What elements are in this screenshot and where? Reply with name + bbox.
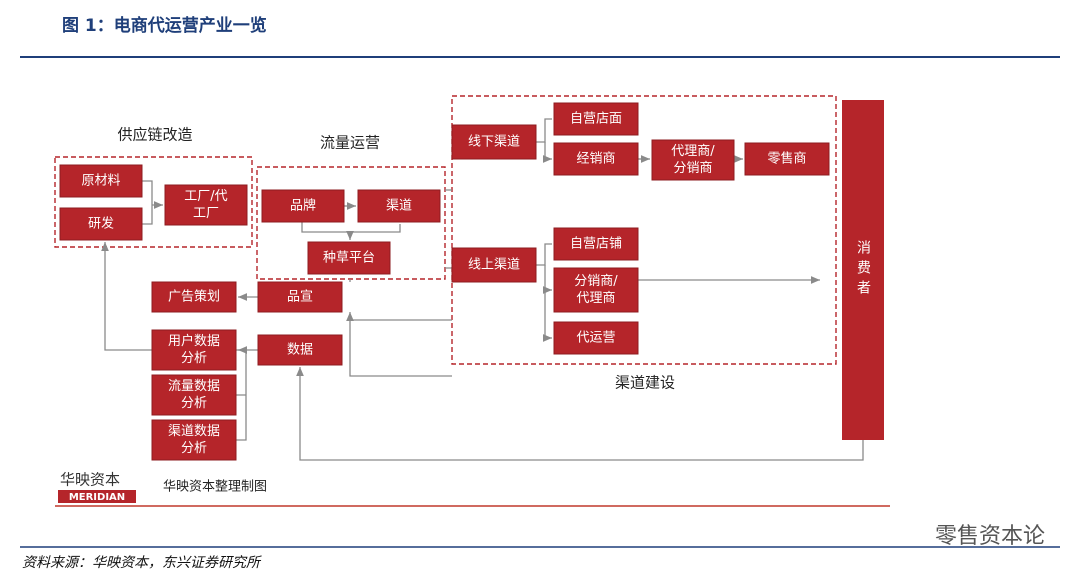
node-label: 线下渠道 — [468, 135, 520, 150]
node-label: 经销商 — [576, 152, 615, 167]
node-label: 渠道 — [386, 199, 412, 214]
group-label: 渠道建设 — [615, 374, 675, 392]
node-label: 代运营 — [576, 331, 615, 346]
node-box — [744, 142, 830, 176]
group-frame — [54, 156, 253, 248]
node-label: 品牌 — [290, 198, 316, 214]
node-box — [151, 419, 237, 461]
group-label: 供应链改造 — [117, 126, 192, 144]
node-label: 自营店面 — [570, 112, 622, 127]
node-box — [553, 267, 639, 313]
node-box — [651, 139, 735, 181]
watermark: 零售资本论 — [935, 524, 1045, 549]
node-box — [451, 124, 537, 160]
node-box — [451, 247, 537, 283]
logo-band — [58, 490, 136, 503]
node-box — [151, 281, 237, 313]
group-frame — [256, 166, 446, 280]
node-box — [59, 207, 143, 241]
node-label: 研发 — [88, 216, 114, 232]
node-label: 自营店铺 — [570, 237, 622, 252]
connectors — [101, 118, 864, 461]
node-label: 分析 — [181, 396, 207, 411]
node-box — [257, 281, 343, 313]
node-label: 分销商/ — [574, 274, 618, 289]
node-box — [553, 142, 639, 176]
node-label: 种草平台 — [323, 251, 375, 266]
node-box — [261, 189, 345, 223]
node-label: 工厂/代 — [184, 189, 227, 204]
node-box — [257, 334, 343, 366]
node-label: 分析 — [181, 441, 207, 456]
consumer-box — [842, 100, 884, 440]
header-title: 图 1：电商代运营产业一览 — [62, 15, 267, 36]
consumer-label: 消费者 — [855, 240, 871, 300]
node-label: 代理商/ — [671, 144, 715, 159]
node-label: 广告策划 — [168, 289, 220, 305]
node-label: 数据 — [287, 343, 313, 358]
node-label: 分销商 — [673, 161, 712, 176]
node-label: 原材料 — [81, 174, 120, 189]
node-label: 工厂 — [193, 206, 219, 221]
node-box — [357, 189, 441, 223]
node-label: 流量数据 — [168, 379, 220, 394]
footer-source: 资料来源：华映资本，东兴证券研究所 — [22, 555, 262, 571]
group-label: 流量运营 — [320, 134, 380, 152]
credit-logo: 华映资本 — [60, 471, 120, 489]
node-box — [553, 102, 639, 136]
node-label: 零售商 — [767, 151, 806, 167]
node-label: 代理商 — [576, 291, 615, 306]
node-label: 用户数据 — [168, 333, 220, 349]
node-box — [307, 241, 391, 275]
node-box — [553, 321, 639, 355]
group-frame — [451, 95, 837, 365]
node-label: 线上渠道 — [468, 258, 520, 273]
node-label: 品宣 — [287, 289, 313, 305]
credit-note: 华映资本整理制图 — [163, 480, 267, 495]
node-label: 分析 — [181, 351, 207, 366]
credit-logo-sub: MERIDIAN — [69, 492, 125, 503]
node-box — [59, 164, 143, 198]
node-box — [151, 374, 237, 416]
node-label: 渠道数据 — [168, 424, 220, 439]
node-box — [164, 184, 248, 226]
node-box — [553, 227, 639, 261]
node-box — [151, 329, 237, 371]
